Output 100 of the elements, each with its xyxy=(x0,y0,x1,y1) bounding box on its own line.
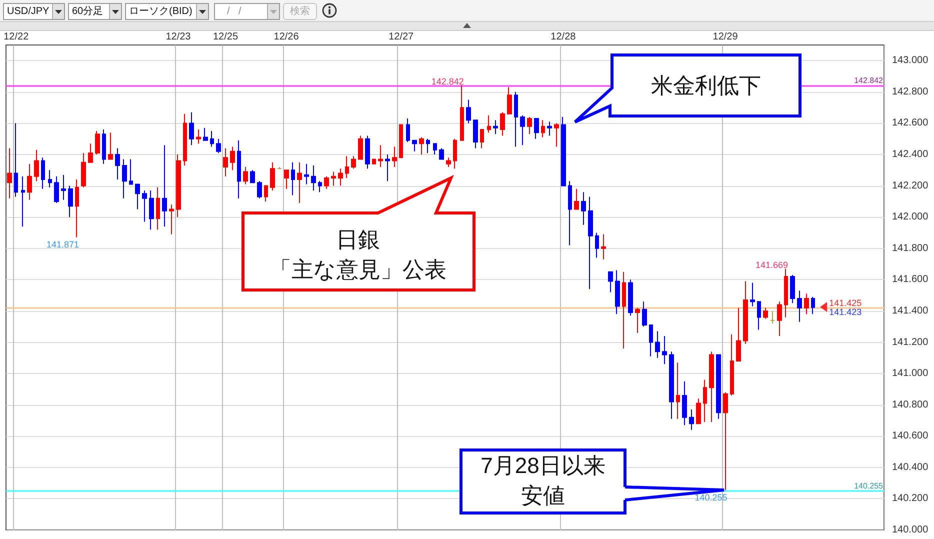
candlestick xyxy=(270,162,275,191)
candlestick xyxy=(534,118,539,140)
candlestick xyxy=(777,301,782,336)
x-tick-label: 12/26 xyxy=(274,32,300,42)
candlestick xyxy=(115,148,120,180)
candlestick xyxy=(419,136,424,156)
candlestick xyxy=(770,310,775,324)
y-tick-label: 142.200 xyxy=(892,180,929,192)
search-button: 検索 xyxy=(283,3,317,20)
candlestick xyxy=(351,156,356,170)
candlestick xyxy=(304,163,309,185)
candlestick xyxy=(216,138,221,154)
candlestick xyxy=(183,113,187,166)
annotation: 日銀「主な意見」公表 xyxy=(268,226,448,284)
y-tick-label: 140.800 xyxy=(892,399,929,410)
candlestick xyxy=(297,162,302,204)
candlestick xyxy=(642,301,647,328)
candlestick xyxy=(514,91,518,148)
candlestick xyxy=(14,122,18,198)
candlestick xyxy=(75,179,79,238)
candlestick xyxy=(635,307,640,334)
candlestick xyxy=(324,176,329,190)
candlestick xyxy=(730,334,734,396)
candlestick xyxy=(750,282,755,307)
candlestick xyxy=(176,154,181,218)
candlestick xyxy=(122,158,127,199)
candlestick xyxy=(554,122,559,148)
candlestick xyxy=(48,170,52,188)
candlestick xyxy=(547,121,552,136)
candlestick xyxy=(250,170,255,184)
candlestick xyxy=(757,301,761,330)
y-tick-label: 142.000 xyxy=(892,212,929,223)
candlestick xyxy=(68,185,73,218)
candlestick xyxy=(507,86,512,114)
candlestick xyxy=(41,157,45,190)
candlestick xyxy=(763,307,768,320)
candlestick xyxy=(149,190,154,230)
candlestick xyxy=(21,176,25,227)
candlestick xyxy=(473,120,478,149)
candlestick xyxy=(797,290,802,322)
candlestick xyxy=(237,140,241,199)
candlestick xyxy=(561,116,566,186)
annotation: 141.871 xyxy=(46,239,79,250)
candlestick xyxy=(433,143,437,156)
candlestick xyxy=(264,185,268,202)
candlestick xyxy=(655,330,660,358)
candlestick xyxy=(365,135,370,170)
candlestick xyxy=(54,176,59,204)
candlestick xyxy=(203,127,208,141)
candlestick xyxy=(284,170,289,190)
y-tick-label: 141.600 xyxy=(892,274,929,286)
candlestick xyxy=(480,128,484,149)
date-field: / / xyxy=(214,3,280,20)
candlestick xyxy=(291,162,295,196)
candlestick xyxy=(811,296,815,315)
candlestick xyxy=(406,118,410,142)
annotation: 7月28日以来安値 xyxy=(480,452,606,510)
candlestick xyxy=(608,271,613,293)
candlestick xyxy=(318,180,322,193)
candlestick xyxy=(257,180,262,199)
candlestick xyxy=(790,274,795,304)
candlestick xyxy=(453,138,457,170)
x-tick-label: 12/25 xyxy=(212,32,238,42)
candlestick xyxy=(189,112,194,146)
y-tick-label: 143.000 xyxy=(892,55,929,66)
y-tick-label: 141.200 xyxy=(892,336,929,348)
candlestick xyxy=(399,124,403,158)
candlestick xyxy=(500,112,505,136)
y-tick-label: 141.400 xyxy=(892,305,929,316)
x-tick-label: 12/27 xyxy=(388,32,414,42)
y-tick-label: 140.400 xyxy=(892,462,929,473)
candlestick xyxy=(689,409,694,430)
annotation: 米金利低下 xyxy=(650,72,762,100)
dropdown: 60分足 xyxy=(68,3,122,20)
candlestick xyxy=(135,184,140,210)
candlestick xyxy=(709,351,714,423)
y-tick-label: 142.600 xyxy=(892,118,929,129)
candlestick xyxy=(541,120,545,138)
y-tick-label: 141.000 xyxy=(892,368,929,380)
candlestick xyxy=(581,192,586,226)
candlestick xyxy=(682,380,687,426)
candlestick xyxy=(669,351,674,420)
candlestick xyxy=(527,116,532,135)
candlestick xyxy=(95,130,100,156)
candlestick xyxy=(804,293,809,315)
candlestick xyxy=(277,166,282,170)
annotation: 141.423 xyxy=(829,306,862,317)
candlestick xyxy=(426,138,430,154)
candlestick xyxy=(649,324,653,357)
candlestick xyxy=(331,171,336,186)
candlestick xyxy=(378,144,383,168)
candlestick xyxy=(142,190,147,222)
candlestick xyxy=(27,163,32,200)
candlestick xyxy=(743,280,748,344)
candlestick xyxy=(601,234,606,260)
y-tick-label: 141.800 xyxy=(892,242,929,254)
candlestick xyxy=(412,140,417,152)
candlestick xyxy=(696,398,701,424)
candlestick xyxy=(88,143,93,163)
candlestick xyxy=(34,149,39,182)
